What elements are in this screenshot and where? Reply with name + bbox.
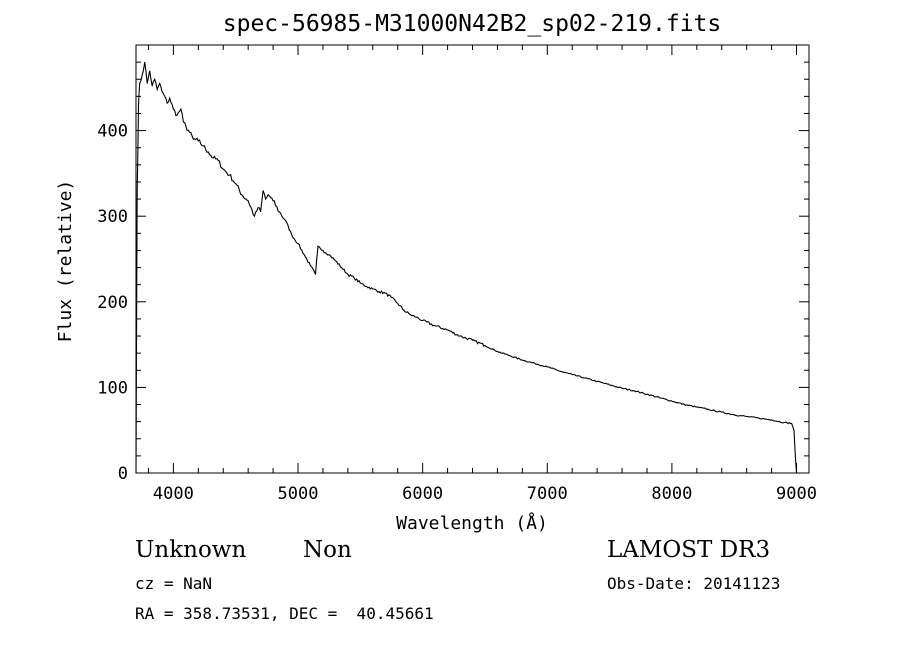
y-tick-label: 200 <box>97 293 128 313</box>
x-tick-label: 6000 <box>402 484 443 504</box>
x-tick-label: 5000 <box>278 484 319 504</box>
spectrum-line <box>135 62 798 474</box>
y-tick-label: 100 <box>97 378 128 398</box>
x-tick-label: 8000 <box>651 484 692 504</box>
object-subclass: Non <box>303 537 352 563</box>
y-tick-label: 300 <box>97 207 128 227</box>
y-tick-label: 0 <box>118 464 128 484</box>
object-class: Unknown <box>135 537 247 563</box>
x-tick-label: 4000 <box>153 484 194 504</box>
coordinates-text: RA = 358.73531, DEC = 40.45661 <box>135 604 434 623</box>
x-axis: 4000 5000 6000 7000 8000 9000 <box>147 45 817 504</box>
y-axis: 0 100 200 300 400 <box>97 61 809 484</box>
x-tick-label: 7000 <box>527 484 568 504</box>
survey-name: LAMOST DR3 <box>607 537 771 563</box>
redshift-text: cz = NaN <box>135 574 213 593</box>
y-tick-label: 400 <box>97 122 128 142</box>
chart-title: spec-56985-M31000N42B2_sp02-219.fits <box>223 11 722 37</box>
y-axis-label: Flux (relative) <box>55 180 76 343</box>
obs-date-text: Obs-Date: 20141123 <box>607 574 781 593</box>
x-axis-label: Wavelength (Å) <box>396 512 548 534</box>
x-tick-label: 9000 <box>776 484 817 504</box>
